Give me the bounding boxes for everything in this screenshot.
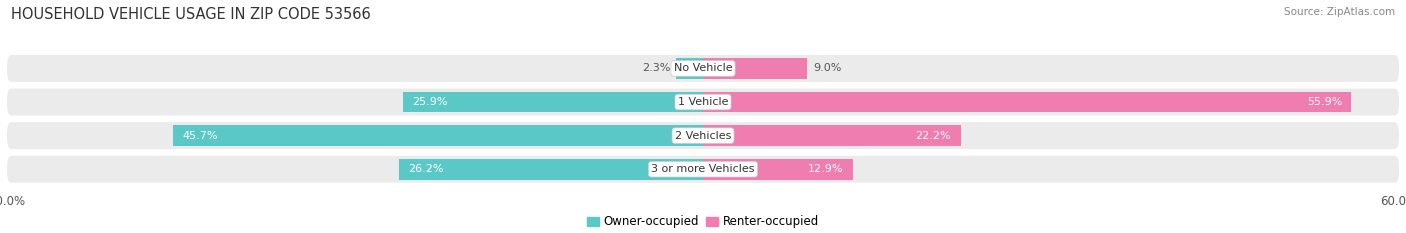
- Text: 45.7%: 45.7%: [183, 131, 218, 141]
- Text: 1 Vehicle: 1 Vehicle: [678, 97, 728, 107]
- Text: 3 or more Vehicles: 3 or more Vehicles: [651, 164, 755, 174]
- Legend: Owner-occupied, Renter-occupied: Owner-occupied, Renter-occupied: [588, 216, 818, 229]
- Bar: [173, 125, 703, 146]
- Text: 25.9%: 25.9%: [412, 97, 447, 107]
- Text: 2 Vehicles: 2 Vehicles: [675, 131, 731, 141]
- Text: 26.2%: 26.2%: [408, 164, 444, 174]
- Text: 55.9%: 55.9%: [1306, 97, 1343, 107]
- FancyBboxPatch shape: [7, 156, 1399, 183]
- FancyBboxPatch shape: [7, 89, 1399, 116]
- Text: 9.0%: 9.0%: [813, 63, 842, 73]
- Bar: [703, 125, 960, 146]
- Bar: [703, 58, 807, 79]
- Bar: [703, 159, 852, 180]
- Text: HOUSEHOLD VEHICLE USAGE IN ZIP CODE 53566: HOUSEHOLD VEHICLE USAGE IN ZIP CODE 5356…: [11, 7, 371, 22]
- Bar: [676, 58, 703, 79]
- Text: 22.2%: 22.2%: [915, 131, 952, 141]
- Bar: [402, 92, 703, 113]
- Text: Source: ZipAtlas.com: Source: ZipAtlas.com: [1284, 7, 1395, 17]
- Bar: [399, 159, 703, 180]
- Text: 2.3%: 2.3%: [643, 63, 671, 73]
- FancyBboxPatch shape: [7, 55, 1399, 82]
- Bar: [703, 92, 1351, 113]
- Text: No Vehicle: No Vehicle: [673, 63, 733, 73]
- FancyBboxPatch shape: [7, 122, 1399, 149]
- Text: 12.9%: 12.9%: [808, 164, 844, 174]
